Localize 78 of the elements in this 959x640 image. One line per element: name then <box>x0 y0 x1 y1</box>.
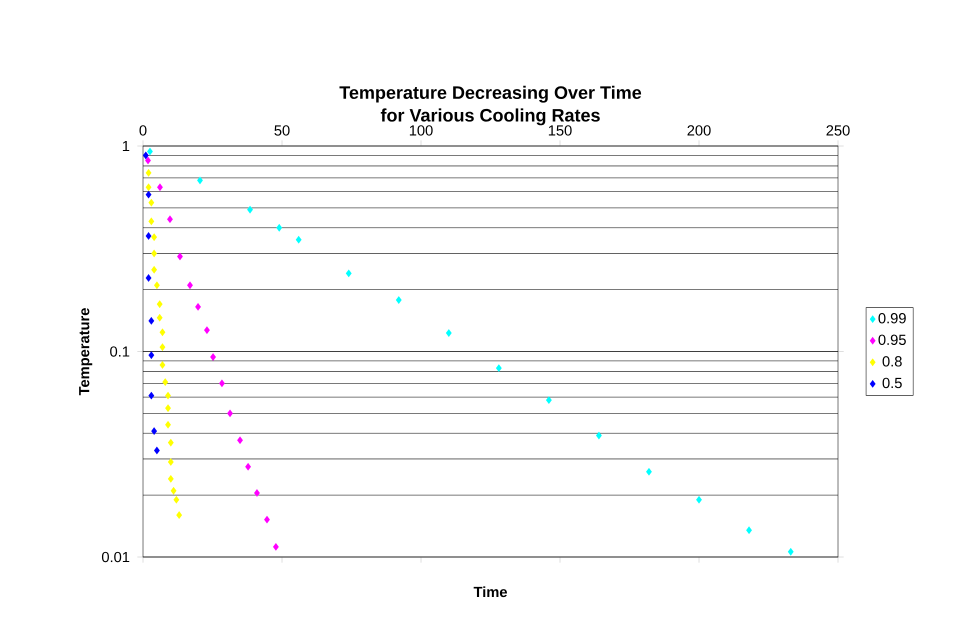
point <box>156 314 163 322</box>
x-tick-label: 100 <box>410 125 433 136</box>
x-tick-label: 150 <box>548 125 572 136</box>
point <box>276 224 282 232</box>
point <box>227 410 233 418</box>
point <box>147 148 153 156</box>
point <box>596 432 602 440</box>
point <box>146 232 152 240</box>
point <box>197 176 203 184</box>
point <box>168 438 174 446</box>
x-tick-label: 0 <box>139 125 146 136</box>
point <box>219 380 225 388</box>
point <box>176 511 182 519</box>
point <box>151 233 157 241</box>
point <box>245 462 251 470</box>
point <box>151 266 157 274</box>
point <box>247 206 253 214</box>
point <box>165 421 171 429</box>
point <box>237 436 243 444</box>
x-axis-title: Time <box>474 586 507 598</box>
y-axis-title: Temperature <box>79 308 92 396</box>
y-tick-label: 1 <box>122 140 130 152</box>
y-tick-label: 0.1 <box>110 346 130 357</box>
point <box>146 169 152 177</box>
point <box>496 364 502 372</box>
point <box>546 396 552 404</box>
point <box>788 548 794 556</box>
point <box>168 475 174 483</box>
legend-label: 0.5 <box>882 378 902 388</box>
y-tick-label: 0.01 <box>102 552 130 562</box>
point <box>148 392 154 400</box>
point <box>177 252 183 260</box>
point <box>157 184 163 191</box>
point <box>154 446 160 454</box>
point <box>195 303 201 311</box>
x-tick-label: 50 <box>274 125 290 136</box>
point <box>346 270 352 278</box>
point <box>296 236 302 244</box>
point <box>145 156 151 164</box>
point <box>264 516 270 524</box>
point <box>168 458 174 466</box>
point <box>156 300 163 308</box>
point <box>146 190 152 198</box>
point <box>146 184 152 191</box>
point <box>165 392 171 400</box>
point <box>396 296 402 304</box>
point <box>204 326 210 334</box>
point <box>160 361 166 369</box>
point <box>254 489 260 497</box>
point <box>146 274 152 282</box>
point <box>160 343 166 351</box>
point <box>142 152 149 160</box>
point <box>210 353 216 361</box>
legend-label: 0.8 <box>882 356 902 367</box>
point <box>148 198 154 206</box>
point <box>170 487 176 495</box>
point <box>167 216 173 224</box>
point <box>273 543 279 551</box>
point <box>165 404 171 412</box>
point <box>746 526 752 534</box>
point <box>148 317 154 325</box>
point <box>151 427 157 435</box>
point <box>446 329 452 337</box>
legend-label: 0.99 <box>878 313 906 324</box>
legend-label: 0.95 <box>878 334 906 345</box>
point <box>696 496 702 504</box>
point <box>148 218 154 226</box>
point <box>162 378 168 386</box>
chart-title: Temperature Decreasing Over Time for Various Cooling Rates <box>339 86 642 126</box>
point <box>160 328 166 336</box>
point <box>174 496 180 504</box>
x-tick-label: 200 <box>688 125 711 136</box>
point <box>646 468 652 476</box>
point <box>151 250 157 258</box>
point <box>187 282 193 290</box>
point <box>154 282 160 290</box>
point <box>148 351 154 359</box>
x-tick-label: 250 <box>826 125 850 136</box>
